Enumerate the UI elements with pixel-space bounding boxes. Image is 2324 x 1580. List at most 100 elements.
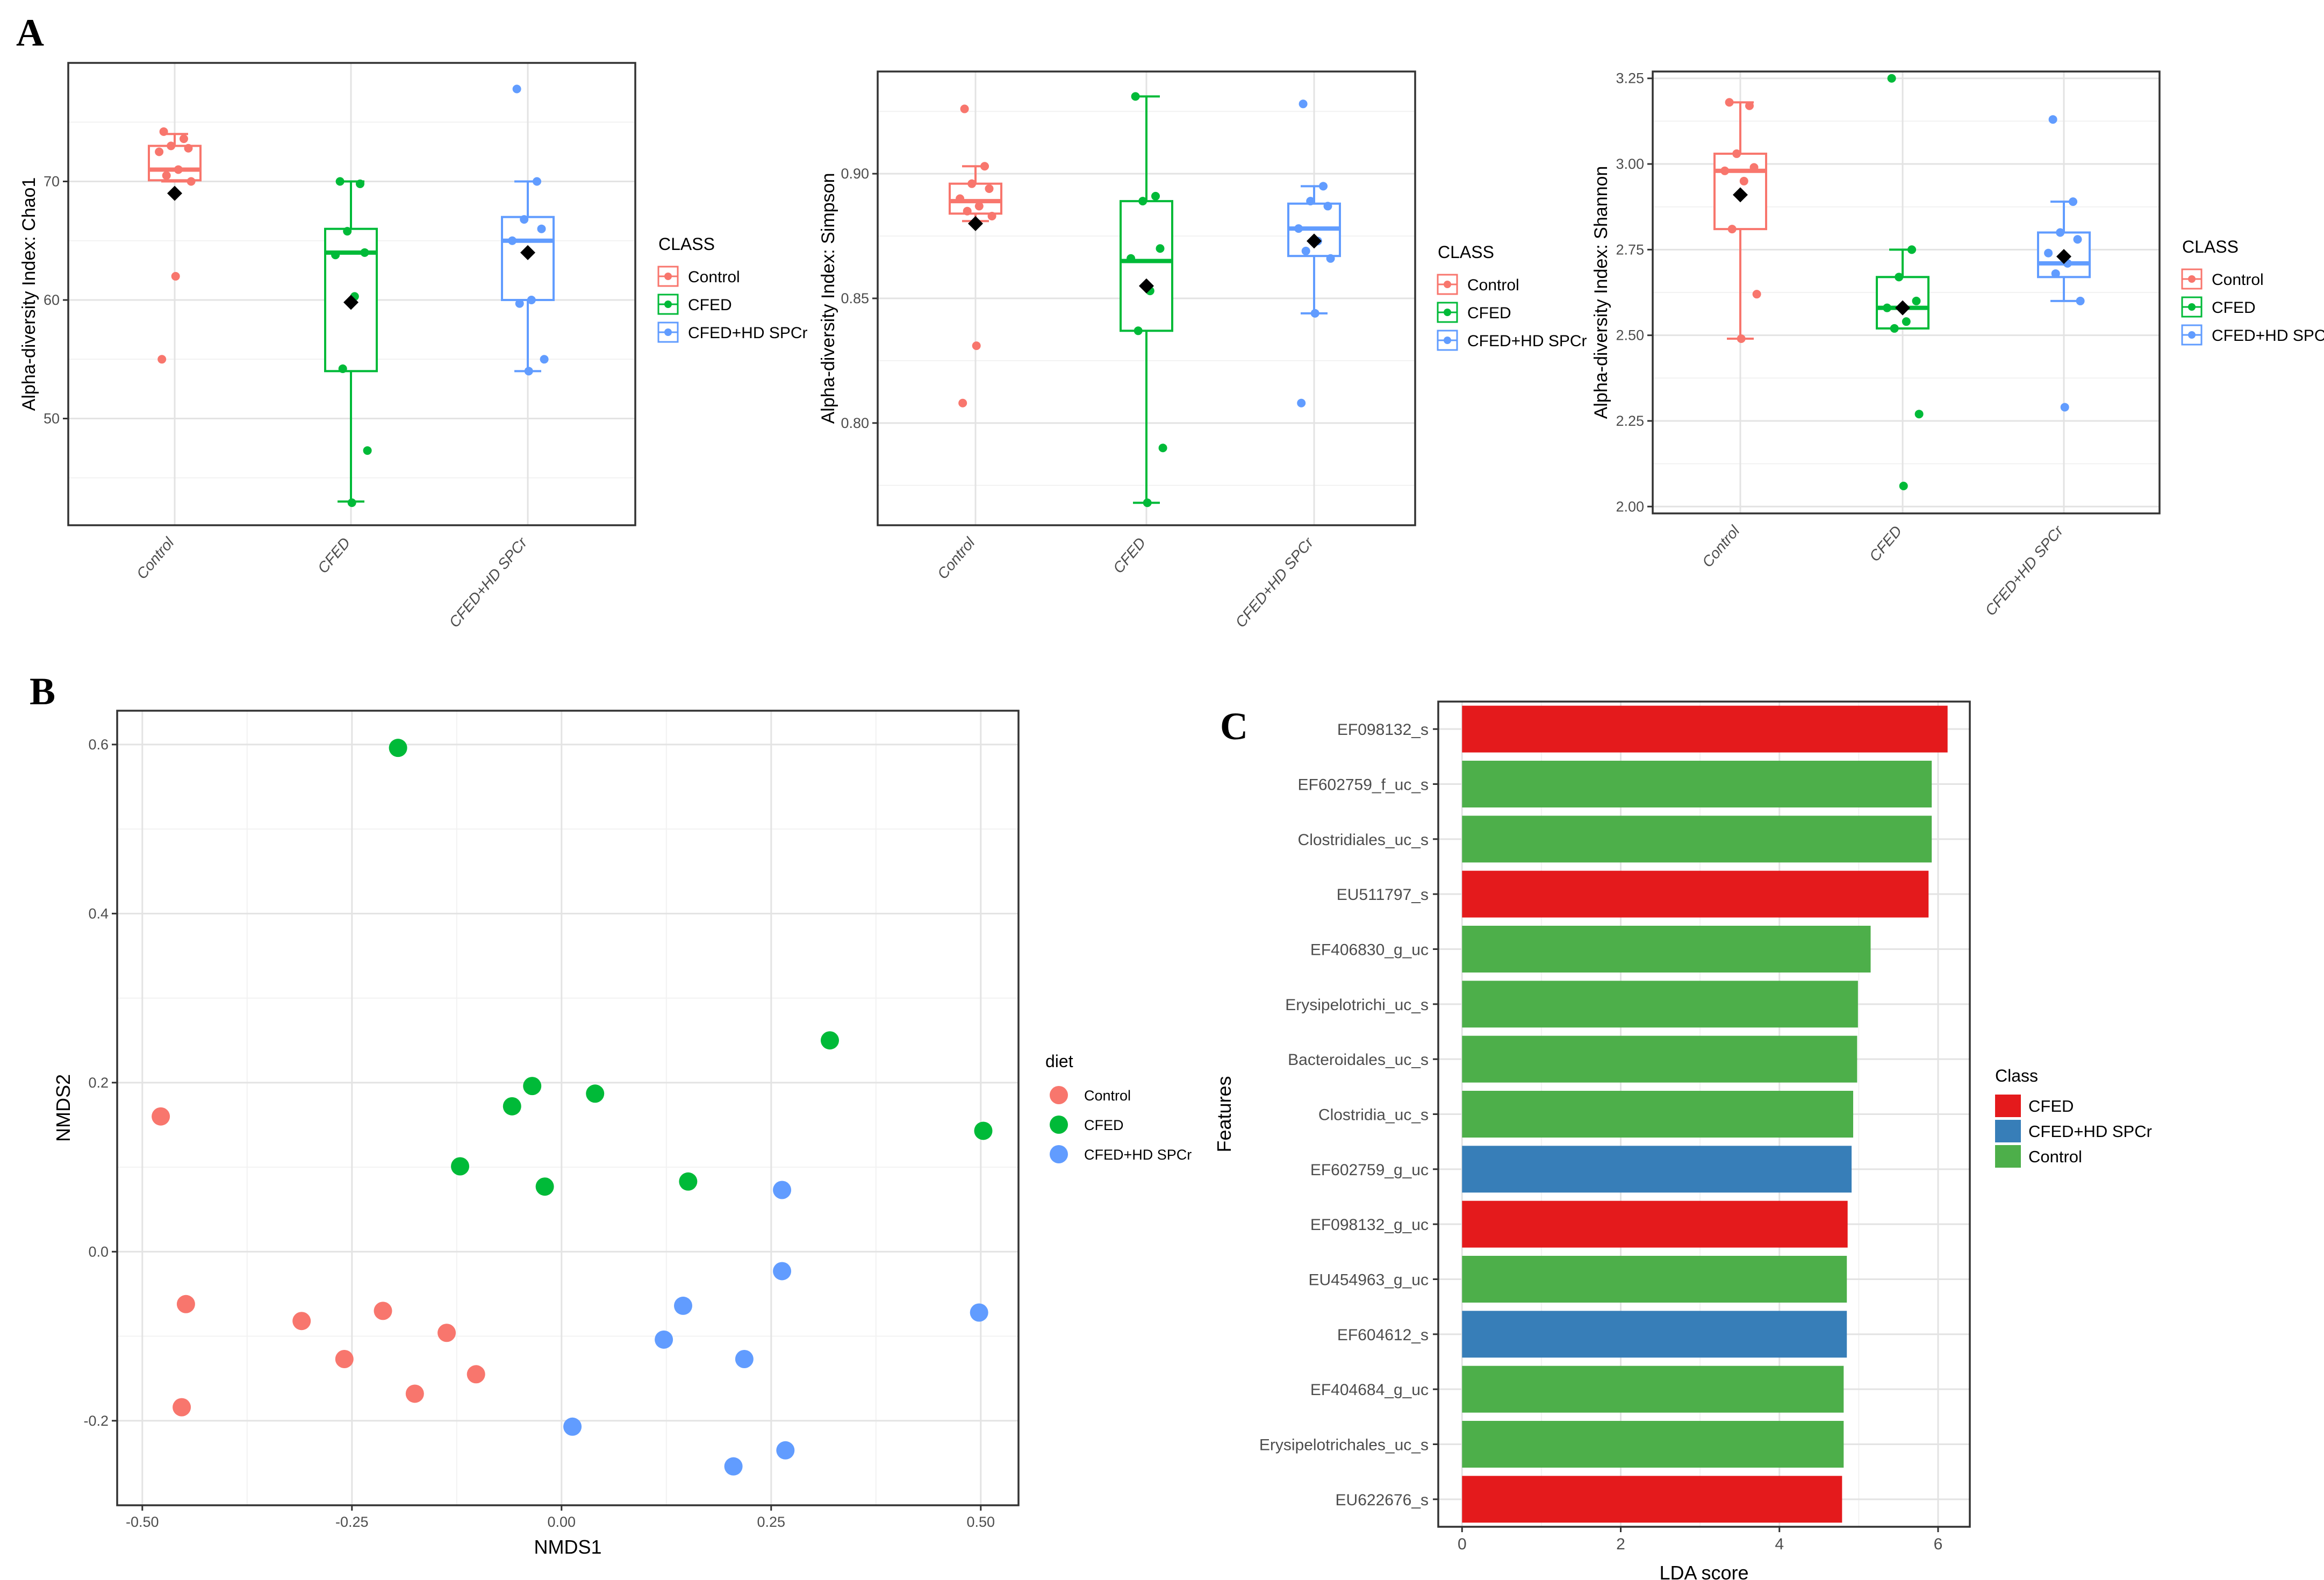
simpson-data-point	[1294, 224, 1303, 233]
simpson-xtick-label: CFED	[1110, 534, 1149, 576]
nmds-legend-key	[1050, 1086, 1068, 1104]
lefse-feature-label: Erysipelotrichi_uc_s	[1285, 996, 1429, 1014]
nmds-ytick-label: 0.2	[88, 1075, 109, 1091]
chao1-data-point	[515, 299, 524, 308]
chao1-data-point	[360, 248, 369, 257]
nmds-point-cfed	[679, 1172, 698, 1191]
shannon-ytick-label: 3.25	[1616, 70, 1644, 87]
simpson-data-point	[985, 184, 994, 193]
lefse-y-axis-title: Features	[1213, 1076, 1235, 1152]
nmds-legend-key	[1050, 1145, 1068, 1163]
simpson-mean-marker	[968, 216, 983, 231]
chao1-data-point	[537, 224, 546, 233]
simpson-xtick-label: CFED+HD SPCr	[1232, 534, 1317, 631]
simpson-mean-marker	[1139, 278, 1154, 294]
nmds-ytick-label: -0.2	[83, 1413, 109, 1429]
nmds-point-control	[176, 1295, 195, 1313]
lefse-bar	[1462, 816, 1932, 863]
nmds-scatter: -0.50 -0.25 0.00 0.25 0.50 -0.2 0.0 0.2 0.4 0.6 NM…	[52, 710, 1192, 1558]
simpson-data-point	[1297, 398, 1306, 407]
simpson-data-point	[1131, 92, 1140, 101]
nmds-point-cfed	[503, 1097, 521, 1116]
nmds-legend-label: CFED+HD SPCr	[1084, 1147, 1192, 1163]
simpson-panel-border	[877, 70, 1416, 526]
chao1-data-point	[180, 134, 188, 144]
shannon-legend-key-dot	[2188, 331, 2196, 339]
lefse-feature-label: EF602759_g_uc	[1310, 1161, 1429, 1179]
lefse-xtick-label: 2	[1616, 1535, 1625, 1553]
nmds-legend-key	[1050, 1116, 1068, 1134]
simpson-data-point	[987, 211, 996, 220]
chao1-data-point	[171, 271, 180, 281]
chao1-data-point	[155, 147, 164, 156]
lefse-bar	[1462, 1035, 1857, 1083]
nmds-xtick-label: 0.00	[548, 1514, 576, 1530]
simpson-legend-key-dot	[1444, 281, 1451, 288]
shannon-data-point	[2044, 248, 2053, 258]
shannon-legend-label: CFED+HD SPCr	[2212, 327, 2324, 345]
shannon-legend-title: CLASS	[2182, 237, 2239, 256]
chao1-data-point	[508, 236, 517, 245]
simpson-ytick-label: 0.90	[841, 166, 869, 182]
simpson-legend-title: CLASS	[1438, 242, 1494, 262]
shannon-data-point	[1887, 74, 1896, 83]
nmds-point-control	[292, 1312, 311, 1331]
simpson-data-point	[963, 206, 972, 216]
nmds-point-cfed	[535, 1177, 554, 1196]
lefse-feature-label: EU511797_s	[1337, 886, 1429, 904]
lefse-legend-label: Control	[2028, 1147, 2082, 1166]
lefse-bar	[1462, 1476, 1842, 1523]
simpson-data-point	[974, 202, 984, 211]
lefse-feature-label: EU622676_s	[1336, 1491, 1429, 1509]
shannon-ytick-label: 2.25	[1616, 413, 1644, 429]
simpson-data-point	[1306, 197, 1315, 206]
simpson-legend-label: CFED	[1467, 304, 1511, 322]
shannon-y-axis-title: Alpha-diversity Index: Shannon	[1591, 166, 1611, 419]
nmds-ytick-label: 0.6	[88, 737, 109, 753]
simpson-legend-key-dot	[1444, 309, 1451, 316]
simpson-xtick-label: Control	[934, 534, 978, 582]
nmds-point-cfed	[821, 1031, 839, 1050]
simpson-y-axis-title: Alpha-diversity Index: Simpson	[818, 173, 838, 424]
simpson-data-point	[972, 341, 981, 351]
chao1-boxplot: 50 60 70 Control CFED CFED+HD SPCr Alpha-diver…	[19, 62, 808, 631]
simpson-mean-marker	[1307, 233, 1322, 249]
shannon-data-point	[1720, 166, 1730, 175]
simpson-data-point	[980, 162, 989, 171]
simpson-data-point	[1301, 246, 1310, 255]
chao1-data-point	[184, 144, 193, 153]
lefse-xtick-label: 6	[1934, 1535, 1943, 1553]
chao1-panel-border	[67, 62, 636, 526]
shannon-data-point	[2048, 115, 2057, 124]
simpson-legend-label: CFED+HD SPCr	[1467, 332, 1587, 350]
lefse-feature-label: Erysipelotrichales_uc_s	[1259, 1436, 1429, 1454]
simpson-data-point	[1319, 182, 1328, 191]
simpson-legend-key-dot	[1444, 337, 1451, 344]
lefse-xtick-label: 0	[1458, 1535, 1467, 1553]
chao1-data-point	[157, 355, 167, 364]
shannon-data-point	[1899, 482, 1908, 491]
lefse-bar	[1462, 981, 1858, 1028]
lefse-feature-label: EF604612_s	[1337, 1326, 1429, 1344]
nmds-xtick-label: 0.25	[757, 1514, 786, 1530]
chao1-mean-marker	[167, 185, 182, 201]
shannon-data-point	[2051, 269, 2060, 278]
shannon-data-point	[2060, 403, 2069, 412]
nmds-point-control	[173, 1398, 191, 1417]
shannon-data-point	[1745, 101, 1754, 110]
shannon-data-point	[1739, 176, 1748, 185]
shannon-data-point	[2073, 235, 2082, 244]
lefse-x-axis-title: LDA score	[1659, 1562, 1748, 1580]
simpson-data-point	[958, 398, 967, 407]
chao1-data-point	[174, 165, 183, 174]
nmds-point-cfed	[974, 1121, 993, 1140]
simpson-data-point	[956, 194, 965, 203]
shannon-mean-marker	[1733, 187, 1748, 203]
chao1-data-point	[533, 177, 541, 186]
simpson-data-point	[1127, 254, 1136, 263]
shannon-mean-marker	[1895, 300, 1910, 316]
shannon-data-point	[1912, 296, 1921, 305]
chao1-data-point	[187, 177, 196, 186]
simpson-legend-label: Control	[1467, 276, 1519, 294]
